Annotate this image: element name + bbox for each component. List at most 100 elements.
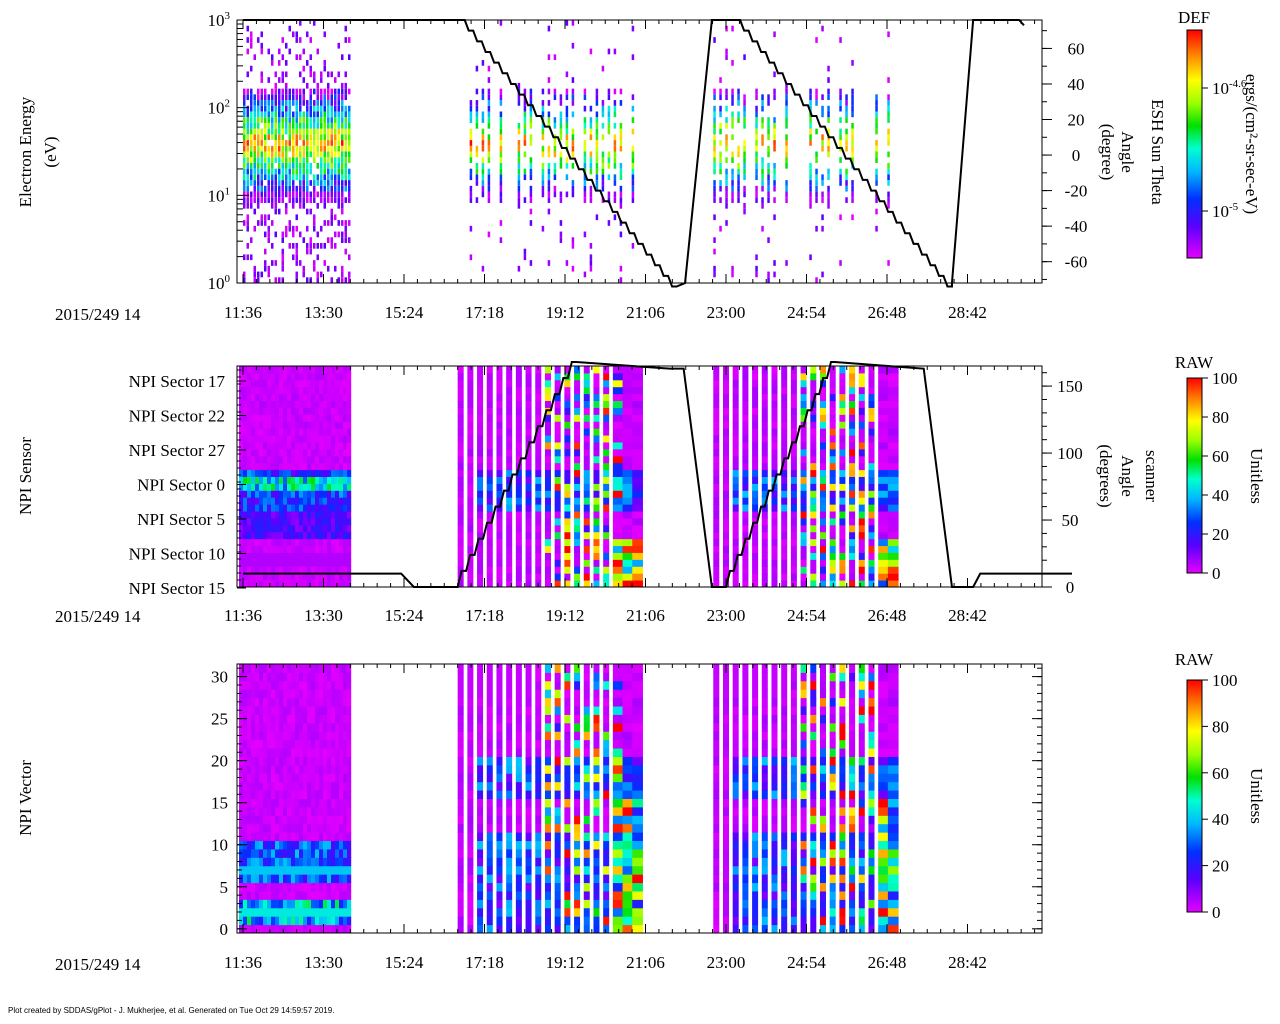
heat-cell xyxy=(239,448,244,457)
energy-cell xyxy=(499,151,503,158)
energy-cell xyxy=(278,162,281,169)
energy-cell xyxy=(481,94,485,101)
energy-cell xyxy=(731,94,734,101)
heat-cell xyxy=(279,490,284,498)
energy-cell xyxy=(285,185,288,192)
heat-cell xyxy=(323,441,328,450)
heat-cell xyxy=(535,441,542,450)
colorbar-tick-exp: -4.6 xyxy=(1229,78,1247,90)
heat-cell xyxy=(303,504,308,512)
energy-cell xyxy=(341,82,344,89)
heat-cell xyxy=(612,372,624,381)
heat-cell xyxy=(742,517,749,526)
heat-cell xyxy=(311,573,316,581)
heat-cell xyxy=(291,469,296,477)
energy-cell xyxy=(260,111,263,118)
heat-cell xyxy=(477,462,484,471)
energy-cell xyxy=(306,174,309,181)
heat-cell xyxy=(319,706,324,715)
energy-cell xyxy=(285,100,288,106)
heat-cell xyxy=(307,882,312,892)
heat-cell xyxy=(829,566,836,574)
energy-cell xyxy=(292,185,295,192)
heat-cell xyxy=(868,379,875,388)
heat-cell xyxy=(299,924,304,934)
energy-cell xyxy=(344,25,347,32)
heat-cell xyxy=(515,421,522,429)
heat-cell xyxy=(535,448,542,457)
energy-cell xyxy=(264,248,267,255)
heat-cell xyxy=(593,448,600,457)
heat-cell xyxy=(331,504,336,512)
heat-cell xyxy=(327,840,332,850)
energy-cell xyxy=(271,111,274,118)
heat-cell xyxy=(287,689,292,699)
energy-cell xyxy=(529,208,533,215)
heat-cell xyxy=(251,511,256,519)
heat-cell xyxy=(810,517,817,526)
energy-cell xyxy=(330,157,333,163)
heat-cell xyxy=(887,476,899,484)
energy-cell xyxy=(250,100,253,106)
energy-cell xyxy=(839,168,842,175)
heat-cell xyxy=(761,428,768,436)
heat-cell xyxy=(275,840,280,850)
heat-cell xyxy=(287,806,292,816)
energy-cell xyxy=(337,202,340,209)
x-tick-label: 26:48 xyxy=(868,303,907,322)
energy-cell xyxy=(809,94,812,101)
energy-cell xyxy=(348,157,351,163)
energy-cell xyxy=(260,271,263,278)
energy-cell xyxy=(481,162,485,169)
heat-cell xyxy=(271,874,276,884)
heat-cell xyxy=(622,435,634,443)
energy-cell xyxy=(341,202,344,209)
heat-cell xyxy=(761,497,768,505)
energy-cell xyxy=(344,197,347,203)
heat-cell xyxy=(761,517,768,526)
heat-cell xyxy=(331,580,336,588)
heat-cell xyxy=(247,435,252,443)
energy-cell xyxy=(292,128,295,135)
heat-cell xyxy=(810,441,817,450)
energy-cell xyxy=(547,100,551,106)
heat-cell xyxy=(303,764,308,774)
energy-cell xyxy=(613,191,617,198)
heat-cell xyxy=(319,538,324,547)
energy-cell xyxy=(341,162,344,169)
energy-cell xyxy=(559,220,563,226)
energy-cell xyxy=(851,140,854,146)
energy-cell xyxy=(613,174,617,181)
energy-cell xyxy=(725,48,728,55)
heat-cell xyxy=(868,476,875,484)
heat-cell xyxy=(299,421,304,429)
energy-cell xyxy=(257,111,260,118)
energy-cell xyxy=(295,260,298,266)
heat-cell xyxy=(771,435,778,443)
heat-cell xyxy=(295,372,300,381)
heat-cell xyxy=(544,366,551,374)
heat-cell xyxy=(251,366,256,374)
energy-cell xyxy=(743,105,746,112)
energy-cell xyxy=(257,174,260,181)
heat-cell xyxy=(742,504,749,512)
heat-cell xyxy=(603,566,610,574)
heat-cell xyxy=(295,790,300,799)
heat-cell xyxy=(275,435,280,443)
heat-cell xyxy=(287,386,292,395)
heat-cell xyxy=(259,739,264,749)
heat-cell xyxy=(839,476,846,484)
heat-cell xyxy=(335,400,340,408)
heat-cell xyxy=(327,731,332,741)
heat-cell xyxy=(303,773,308,783)
energy-cell xyxy=(565,260,569,266)
heat-cell xyxy=(275,379,280,388)
heat-cell xyxy=(299,573,304,581)
heat-cell xyxy=(267,890,272,900)
heat-cell xyxy=(263,848,268,858)
heat-cell xyxy=(722,511,729,519)
heat-cell xyxy=(303,379,308,388)
heat-cell xyxy=(291,823,296,833)
heat-cell xyxy=(544,476,551,484)
heat-cell xyxy=(335,672,340,682)
